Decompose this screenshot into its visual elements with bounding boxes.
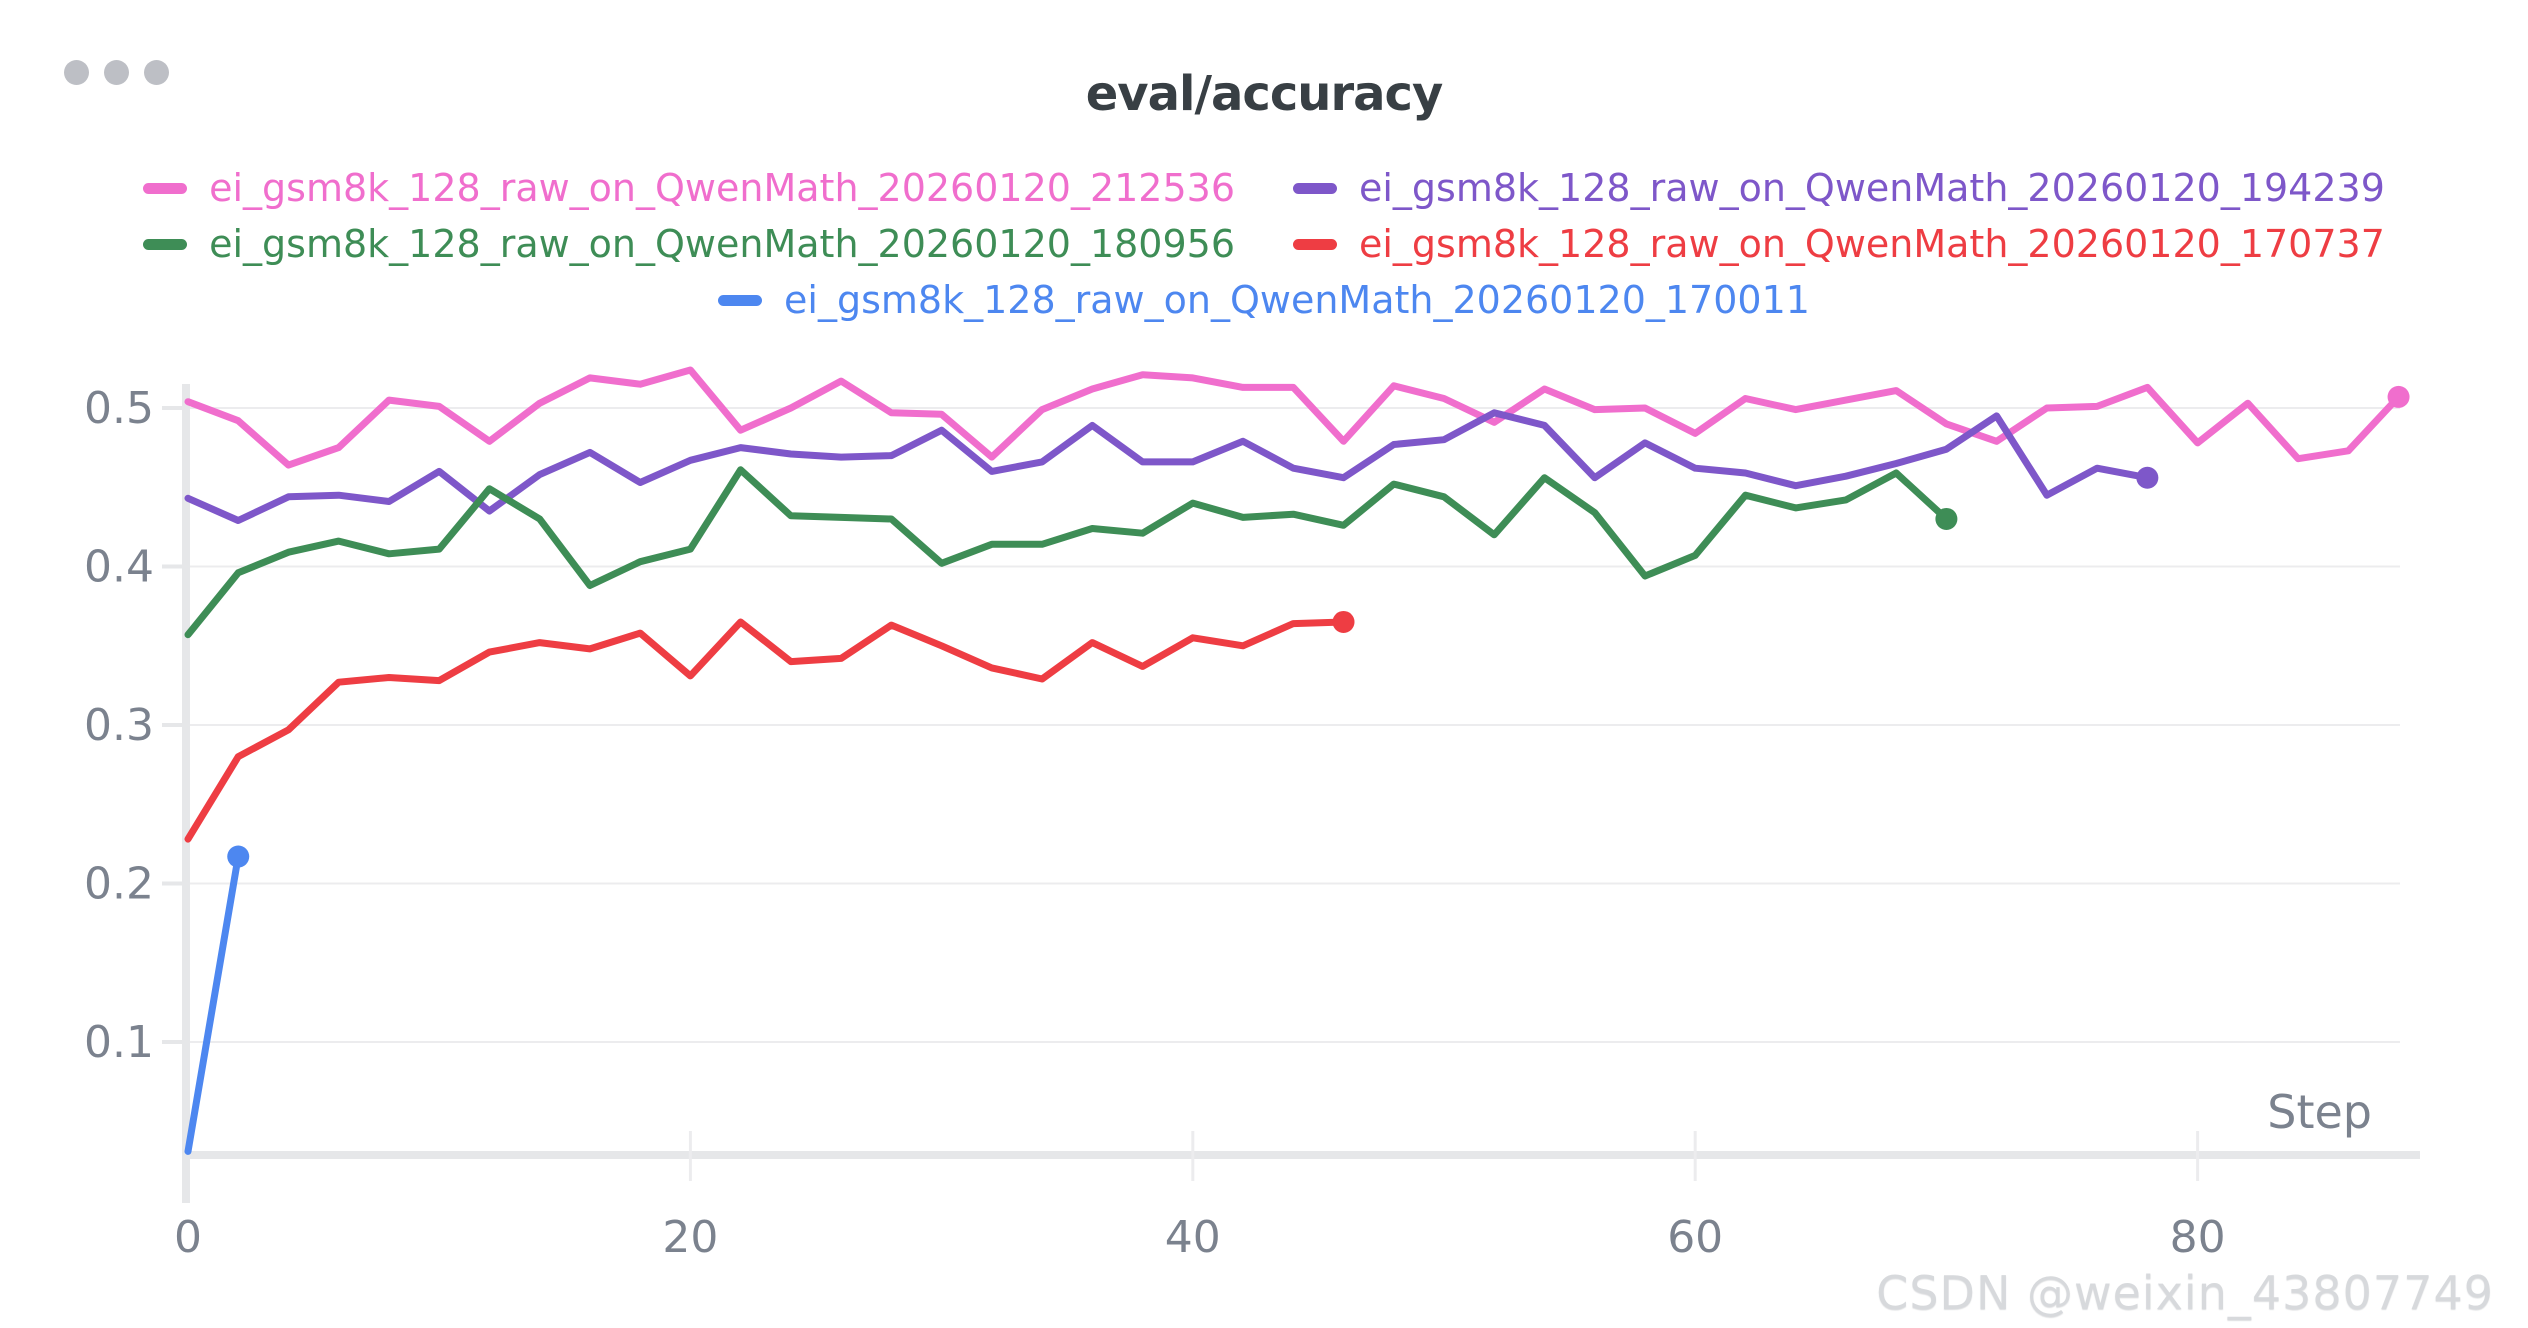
x-tick-label: 40 (1165, 1212, 1221, 1263)
y-tick-label: 0.2 (84, 859, 154, 910)
watermark: CSDN @weixin_43807749 (1876, 1266, 2494, 1320)
y-tick-label: 0.4 (84, 542, 154, 593)
x-tick-label: 0 (174, 1212, 202, 1263)
legend-item[interactable]: ei_gsm8k_128_raw_on_QwenMath_20260120_17… (718, 278, 1810, 322)
series-line[interactable] (184, 366, 2403, 469)
window-controls (64, 60, 169, 85)
legend-label: ei_gsm8k_128_raw_on_QwenMath_20260120_18… (209, 222, 1235, 266)
legend-item[interactable]: ei_gsm8k_128_raw_on_QwenMath_20260120_21… (143, 166, 1235, 210)
legend-swatch-icon (143, 182, 188, 194)
series-end-dot[interactable] (2136, 466, 2159, 489)
series-end-dot[interactable] (1332, 610, 1355, 633)
x-tick-label: 60 (1667, 1212, 1723, 1263)
legend-label: ei_gsm8k_128_raw_on_QwenMath_20260120_17… (784, 278, 1810, 322)
legend-row: ei_gsm8k_128_raw_on_QwenMath_20260120_17… (0, 272, 2528, 328)
legend-swatch-icon (1293, 238, 1337, 250)
series-end-dot[interactable] (1935, 507, 1958, 530)
x-tick-label: 20 (662, 1212, 718, 1263)
legend-swatch-icon (718, 294, 763, 306)
legend-row: ei_gsm8k_128_raw_on_QwenMath_20260120_21… (0, 160, 2528, 216)
legend-item[interactable]: ei_gsm8k_128_raw_on_QwenMath_20260120_17… (1293, 222, 2385, 266)
y-tick-label: 0.1 (84, 1017, 154, 1068)
legend-label: ei_gsm8k_128_raw_on_QwenMath_20260120_19… (1359, 166, 2385, 210)
window-dot-icon (144, 60, 169, 85)
window-dot-icon (104, 60, 129, 85)
legend-label: ei_gsm8k_128_raw_on_QwenMath_20260120_21… (209, 166, 1235, 210)
y-tick-label: 0.5 (84, 383, 154, 434)
series-end-dot[interactable] (227, 845, 250, 868)
y-tick-label: 0.3 (84, 700, 154, 751)
x-axis-caption: Step (2267, 1085, 2372, 1139)
series-line[interactable] (184, 618, 1347, 843)
legend-item[interactable]: ei_gsm8k_128_raw_on_QwenMath_20260120_19… (1293, 166, 2385, 210)
chart-title: eval/accuracy (1085, 66, 1444, 122)
window-dot-icon (64, 60, 89, 85)
chart-legend: ei_gsm8k_128_raw_on_QwenMath_20260120_21… (0, 160, 2528, 328)
legend-label: ei_gsm8k_128_raw_on_QwenMath_20260120_17… (1359, 222, 2385, 266)
legend-item[interactable]: ei_gsm8k_128_raw_on_QwenMath_20260120_18… (143, 222, 1235, 266)
legend-swatch-icon (143, 238, 188, 250)
series-line[interactable] (184, 466, 1950, 639)
series-line[interactable] (184, 409, 2151, 524)
series-end-dot[interactable] (2387, 385, 2410, 408)
legend-row: ei_gsm8k_128_raw_on_QwenMath_20260120_18… (0, 216, 2528, 272)
legend-swatch-icon (1293, 182, 1337, 194)
series-line[interactable] (184, 853, 242, 1155)
x-tick-label: 80 (2170, 1212, 2226, 1263)
